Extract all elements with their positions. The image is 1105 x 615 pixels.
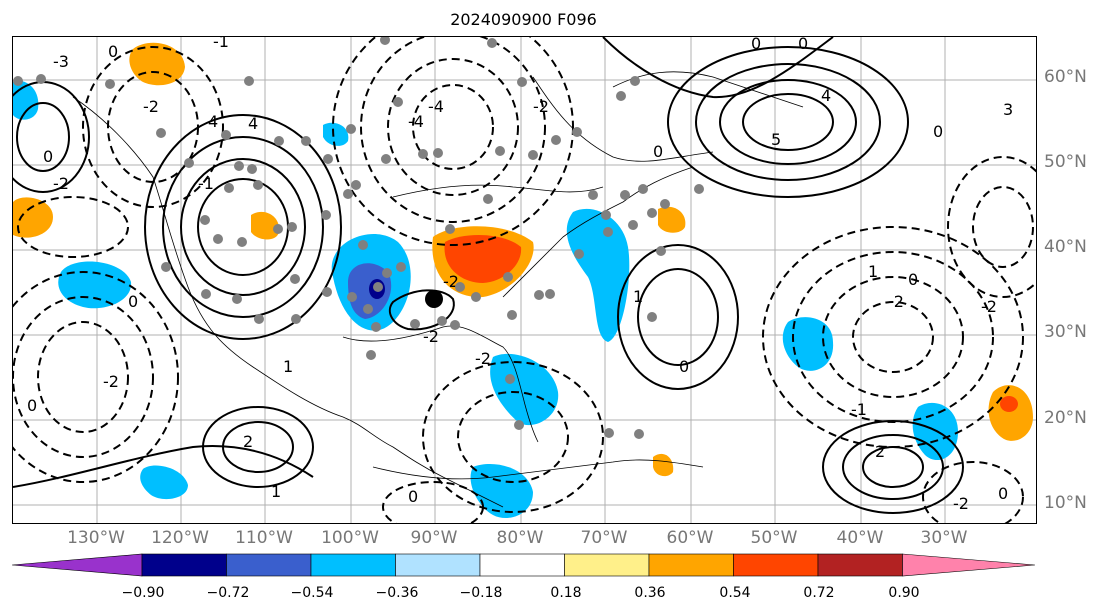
- lon-label: 50°W: [750, 528, 798, 548]
- contour-label: 5: [771, 130, 781, 149]
- contour-label: 0: [679, 357, 689, 376]
- contour-label: -4: [408, 112, 424, 131]
- colorbar-segment: [733, 553, 819, 577]
- lon-label: 70°W: [580, 528, 628, 548]
- lon-label: 60°W: [666, 528, 714, 548]
- contour-label: 0: [27, 396, 37, 415]
- colorbar-segment: [395, 553, 481, 577]
- lat-label: 60°N: [1044, 67, 1087, 87]
- contour-label: 0: [408, 487, 418, 506]
- colorbar-segment: [226, 553, 312, 577]
- contour-label: -2: [53, 174, 69, 193]
- contour-label: -2: [953, 494, 969, 513]
- contour-label: -2: [423, 327, 439, 346]
- lon-label: 110°W: [235, 528, 293, 548]
- contour-label: 0: [43, 147, 53, 166]
- contour-label: -2: [888, 292, 904, 311]
- colorbar-tick: 0.90: [888, 585, 920, 601]
- colorbar-tick: −0.18: [459, 585, 503, 601]
- contour-label: 2: [243, 432, 253, 451]
- contour-label: 0: [908, 270, 918, 289]
- lon-label: 80°W: [496, 528, 544, 548]
- shading: [13, 42, 1033, 519]
- colorbar-segment: [310, 553, 396, 577]
- contour-label: 1: [283, 357, 293, 376]
- colorbar-segment: [141, 553, 227, 577]
- colorbar-tick: 0.36: [634, 585, 666, 601]
- lat-label: 50°N: [1044, 152, 1087, 172]
- colorbar-tick: 0.54: [719, 585, 751, 601]
- contour-label: -2: [475, 349, 491, 368]
- contour-label: 2: [875, 442, 885, 461]
- colorbar-extend-high: [902, 553, 1035, 577]
- lon-label: 120°W: [151, 528, 209, 548]
- contour-label: 1: [868, 262, 878, 281]
- center-marker: [425, 290, 443, 308]
- contour-label: 1: [271, 482, 281, 501]
- contours-negative: [13, 37, 1036, 523]
- contour-label: -2: [103, 372, 119, 391]
- contour-label: -2: [443, 272, 459, 291]
- contour-label: 0: [998, 484, 1008, 503]
- contour-label: -3: [53, 52, 69, 71]
- colorbar-tick: 0.72: [803, 585, 835, 601]
- lon-label: 90°W: [410, 528, 458, 548]
- map-panel: 0 -1 -2 -3 -4 -4 4 5 4 0 0 0 3 1 0 -2 -2…: [12, 36, 1037, 524]
- colorbar: [12, 553, 1035, 577]
- lat-label: 10°N: [1044, 493, 1087, 513]
- contour-label: -1: [198, 174, 214, 193]
- colorbar-segment: [564, 553, 650, 577]
- colorbar-tick: 0.18: [550, 585, 582, 601]
- contour-label: -2: [143, 97, 159, 116]
- coastlines: [72, 71, 804, 508]
- contour-label: 1: [633, 287, 643, 306]
- lat-label: 30°N: [1044, 322, 1087, 342]
- colorbar-segment: [817, 553, 903, 577]
- lat-label: 40°N: [1044, 237, 1087, 257]
- contour-label: -1: [851, 400, 867, 419]
- contour-label: 4: [248, 114, 258, 133]
- contour-label: 4: [208, 112, 218, 131]
- contour-label: -2: [981, 297, 997, 316]
- contours-positive: [13, 37, 964, 514]
- lon-label: 130°W: [67, 528, 125, 548]
- contour-label: -1: [213, 37, 229, 51]
- contour-label: 0: [108, 42, 118, 61]
- lon-label: 100°W: [321, 528, 379, 548]
- colorbar-segment: [479, 553, 565, 577]
- colorbar-tick: −0.36: [375, 585, 419, 601]
- contour-label: -4: [428, 97, 444, 116]
- colorbar-tick: −0.54: [290, 585, 334, 601]
- colorbar-tick: −0.90: [121, 585, 165, 601]
- colorbar-segment: [648, 553, 734, 577]
- contour-label: 0: [128, 292, 138, 311]
- contour-label: 0: [751, 37, 761, 53]
- colorbar-extend-low: [12, 553, 143, 577]
- contour-label: 0: [653, 142, 663, 161]
- colorbar-tick: −0.72: [206, 585, 250, 601]
- contour-label: -2: [533, 97, 549, 116]
- contour-label: 0: [798, 37, 808, 53]
- lon-label: 30°W: [920, 528, 968, 548]
- map-svg: 0 -1 -2 -3 -4 -4 4 5 4 0 0 0 3 1 0 -2 -2…: [13, 37, 1036, 523]
- lon-label: 40°W: [836, 528, 884, 548]
- chart-title: 2024090900 F096: [450, 10, 597, 29]
- contour-label: 0: [933, 122, 943, 141]
- lat-label: 20°N: [1044, 408, 1087, 428]
- contour-label: 4: [821, 86, 831, 105]
- station-markers: [13, 37, 704, 439]
- contour-labels: 0 -1 -2 -3 -4 -4 4 5 4 0 0 0 3 1 0 -2 -2…: [27, 37, 1013, 513]
- contour-label: 3: [1003, 100, 1013, 119]
